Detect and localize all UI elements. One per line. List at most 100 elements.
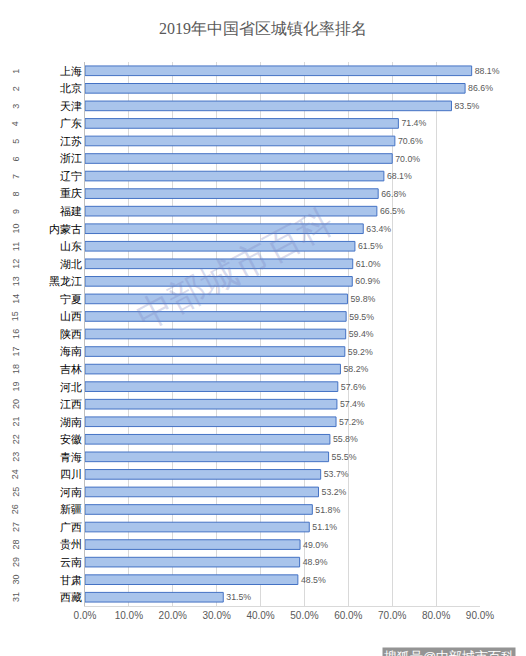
svg-text:29: 29 xyxy=(11,557,21,567)
svg-text:陕西: 陕西 xyxy=(60,328,82,340)
svg-text:71.4%: 71.4% xyxy=(401,118,426,128)
svg-text:57.6%: 57.6% xyxy=(341,382,366,392)
svg-text:湖北: 湖北 xyxy=(60,258,82,270)
svg-text:20: 20 xyxy=(11,399,21,409)
svg-text:26: 26 xyxy=(10,504,20,514)
svg-text:广东: 广东 xyxy=(60,117,82,129)
svg-text:西藏: 西藏 xyxy=(60,591,82,603)
svg-text:搜狐号@中部城市百科: 搜狐号@中部城市百科 xyxy=(384,649,514,656)
svg-text:浙江: 浙江 xyxy=(60,152,82,164)
svg-text:31.5%: 31.5% xyxy=(226,592,251,602)
svg-text:4: 4 xyxy=(10,121,20,126)
svg-text:内蒙古: 内蒙古 xyxy=(49,223,82,235)
svg-text:新疆: 新疆 xyxy=(60,503,82,515)
svg-text:天津: 天津 xyxy=(60,100,82,112)
svg-text:上海: 上海 xyxy=(60,65,82,77)
svg-text:83.5%: 83.5% xyxy=(454,101,479,111)
svg-text:18: 18 xyxy=(11,364,21,374)
svg-text:58.2%: 58.2% xyxy=(343,364,368,374)
svg-text:48.9%: 48.9% xyxy=(303,557,328,567)
svg-text:60.0%: 60.0% xyxy=(334,610,362,621)
svg-text:黑龙江: 黑龙江 xyxy=(49,275,82,287)
svg-text:48.5%: 48.5% xyxy=(301,575,326,585)
svg-text:31: 31 xyxy=(11,592,21,602)
svg-text:66.5%: 66.5% xyxy=(380,206,405,216)
svg-text:17: 17 xyxy=(11,346,21,356)
svg-text:66.8%: 66.8% xyxy=(381,189,406,199)
svg-text:53.2%: 53.2% xyxy=(321,487,346,497)
svg-text:28: 28 xyxy=(11,539,21,549)
svg-text:湖南: 湖南 xyxy=(60,416,82,428)
svg-text:19: 19 xyxy=(11,382,21,392)
svg-text:30: 30 xyxy=(11,575,21,585)
svg-text:8: 8 xyxy=(11,191,21,196)
svg-text:59.4%: 59.4% xyxy=(349,329,374,339)
svg-text:88.1%: 88.1% xyxy=(475,66,500,76)
svg-text:61.0%: 61.0% xyxy=(356,259,381,269)
svg-text:90.0%: 90.0% xyxy=(466,610,494,621)
svg-text:甘肃: 甘肃 xyxy=(60,574,82,586)
svg-text:59.8%: 59.8% xyxy=(350,294,375,304)
svg-text:辽宁: 辽宁 xyxy=(60,170,82,182)
svg-text:江苏: 江苏 xyxy=(60,135,82,147)
svg-text:2: 2 xyxy=(11,86,21,91)
svg-text:15: 15 xyxy=(10,311,20,321)
svg-text:广西: 广西 xyxy=(60,521,82,533)
svg-text:山东: 山东 xyxy=(60,240,82,252)
svg-text:53.7%: 53.7% xyxy=(324,469,349,479)
svg-text:20.0%: 20.0% xyxy=(159,610,187,621)
svg-text:70.0%: 70.0% xyxy=(378,610,406,621)
svg-text:7: 7 xyxy=(11,174,21,179)
svg-text:10: 10 xyxy=(11,224,21,234)
svg-text:福建: 福建 xyxy=(60,205,82,217)
svg-text:61.5%: 61.5% xyxy=(358,241,383,251)
svg-text:北京: 北京 xyxy=(60,82,82,94)
svg-text:60.9%: 60.9% xyxy=(355,276,380,286)
svg-text:14: 14 xyxy=(11,294,21,304)
svg-text:16: 16 xyxy=(11,329,21,339)
svg-text:70.0%: 70.0% xyxy=(395,154,420,164)
svg-text:50.0%: 50.0% xyxy=(290,610,318,621)
svg-text:9: 9 xyxy=(11,209,21,214)
svg-text:22: 22 xyxy=(11,434,21,444)
svg-text:吉林: 吉林 xyxy=(60,363,82,375)
svg-text:安徽: 安徽 xyxy=(60,433,82,445)
svg-text:10.0%: 10.0% xyxy=(115,610,143,621)
svg-text:57.4%: 57.4% xyxy=(340,399,365,409)
svg-text:海南: 海南 xyxy=(60,345,82,357)
svg-text:四川: 四川 xyxy=(60,468,82,480)
svg-text:70.6%: 70.6% xyxy=(398,136,423,146)
svg-text:11: 11 xyxy=(11,242,21,251)
svg-text:24: 24 xyxy=(10,469,20,479)
svg-text:27: 27 xyxy=(11,522,21,532)
svg-text:21: 21 xyxy=(11,417,21,427)
svg-text:河北: 河北 xyxy=(60,381,82,393)
svg-text:49.0%: 49.0% xyxy=(303,540,328,550)
svg-text:青海: 青海 xyxy=(60,451,82,463)
svg-text:河南: 河南 xyxy=(60,486,82,498)
svg-text:山西: 山西 xyxy=(60,310,82,322)
svg-text:57.2%: 57.2% xyxy=(339,417,364,427)
svg-text:51.8%: 51.8% xyxy=(315,505,340,515)
svg-text:3: 3 xyxy=(11,104,21,109)
svg-text:重庆: 重庆 xyxy=(60,187,82,199)
svg-text:68.1%: 68.1% xyxy=(387,171,412,181)
svg-text:25: 25 xyxy=(11,487,21,497)
svg-text:40.0%: 40.0% xyxy=(246,610,274,621)
svg-text:23: 23 xyxy=(11,452,21,462)
svg-text:云南: 云南 xyxy=(60,556,82,568)
svg-text:55.5%: 55.5% xyxy=(332,452,357,462)
svg-text:13: 13 xyxy=(11,276,21,286)
svg-text:中部城市百科: 中部城市百科 xyxy=(130,201,339,338)
svg-text:贵州: 贵州 xyxy=(60,538,82,550)
svg-text:2019年中国省区城镇化率排名: 2019年中国省区城镇化率排名 xyxy=(159,20,367,37)
svg-text:30.0%: 30.0% xyxy=(202,610,230,621)
svg-text:80.0%: 80.0% xyxy=(422,610,450,621)
svg-text:6: 6 xyxy=(11,156,21,161)
svg-text:59.5%: 59.5% xyxy=(349,312,374,322)
svg-text:55.8%: 55.8% xyxy=(333,434,358,444)
svg-text:5: 5 xyxy=(11,139,21,144)
svg-text:86.6%: 86.6% xyxy=(468,83,493,93)
svg-text:63.4%: 63.4% xyxy=(366,224,391,234)
svg-text:51.1%: 51.1% xyxy=(312,522,337,532)
